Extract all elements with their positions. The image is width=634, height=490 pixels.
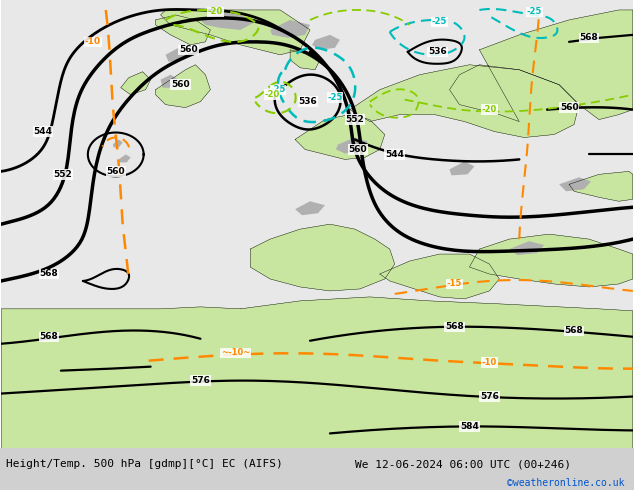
Text: We 12-06-2024 06:00 UTC (00+246): We 12-06-2024 06:00 UTC (00+246) bbox=[355, 459, 571, 469]
Polygon shape bbox=[250, 224, 395, 291]
Text: 560: 560 bbox=[560, 103, 578, 112]
Text: 552: 552 bbox=[346, 115, 365, 124]
Text: 568: 568 bbox=[579, 33, 598, 42]
Text: 536: 536 bbox=[299, 97, 318, 106]
Polygon shape bbox=[336, 138, 368, 153]
Text: 544: 544 bbox=[34, 127, 53, 136]
Text: Height/Temp. 500 hPa [gdmp][°C] EC (AIFS): Height/Temp. 500 hPa [gdmp][°C] EC (AIFS… bbox=[6, 459, 283, 469]
Text: 568: 568 bbox=[39, 332, 58, 341]
Text: -10: -10 bbox=[482, 358, 497, 367]
Polygon shape bbox=[113, 140, 123, 147]
Text: 544: 544 bbox=[385, 150, 404, 159]
Text: 560: 560 bbox=[107, 167, 125, 176]
Text: ©weatheronline.co.uk: ©weatheronline.co.uk bbox=[507, 477, 624, 488]
Polygon shape bbox=[295, 201, 325, 215]
Polygon shape bbox=[155, 15, 210, 45]
Text: -15: -15 bbox=[447, 279, 462, 289]
Text: -25: -25 bbox=[271, 85, 286, 94]
Text: -20: -20 bbox=[264, 90, 280, 99]
Polygon shape bbox=[160, 10, 310, 55]
Text: -25: -25 bbox=[432, 18, 447, 26]
Polygon shape bbox=[312, 35, 340, 50]
Polygon shape bbox=[200, 12, 256, 30]
Polygon shape bbox=[1, 297, 633, 448]
Polygon shape bbox=[155, 65, 210, 108]
Text: 576: 576 bbox=[480, 392, 499, 401]
Polygon shape bbox=[380, 254, 500, 299]
Polygon shape bbox=[290, 50, 320, 70]
Text: 568: 568 bbox=[445, 322, 464, 331]
Text: 560: 560 bbox=[349, 145, 367, 154]
Text: -20: -20 bbox=[482, 105, 497, 114]
Polygon shape bbox=[120, 72, 151, 95]
Text: 560: 560 bbox=[171, 80, 190, 89]
Text: 536: 536 bbox=[428, 48, 447, 56]
Polygon shape bbox=[160, 75, 179, 88]
Polygon shape bbox=[469, 234, 633, 287]
Polygon shape bbox=[559, 177, 591, 191]
Text: -10: -10 bbox=[85, 37, 101, 47]
Polygon shape bbox=[119, 154, 131, 162]
Text: 568: 568 bbox=[39, 270, 58, 278]
Text: -25: -25 bbox=[526, 7, 542, 17]
Text: 568: 568 bbox=[565, 326, 583, 335]
Text: ~-10~: ~-10~ bbox=[221, 348, 250, 357]
Polygon shape bbox=[509, 241, 544, 255]
Text: 560: 560 bbox=[179, 45, 198, 54]
Polygon shape bbox=[165, 48, 188, 62]
Text: -25: -25 bbox=[327, 93, 342, 102]
Polygon shape bbox=[450, 161, 474, 175]
Polygon shape bbox=[295, 115, 385, 159]
Polygon shape bbox=[450, 10, 633, 122]
Text: -20: -20 bbox=[208, 7, 223, 17]
Text: 576: 576 bbox=[191, 376, 210, 385]
Polygon shape bbox=[569, 172, 633, 201]
Text: 552: 552 bbox=[53, 170, 72, 179]
Polygon shape bbox=[270, 20, 310, 38]
Text: 584: 584 bbox=[460, 422, 479, 431]
Polygon shape bbox=[350, 65, 579, 138]
